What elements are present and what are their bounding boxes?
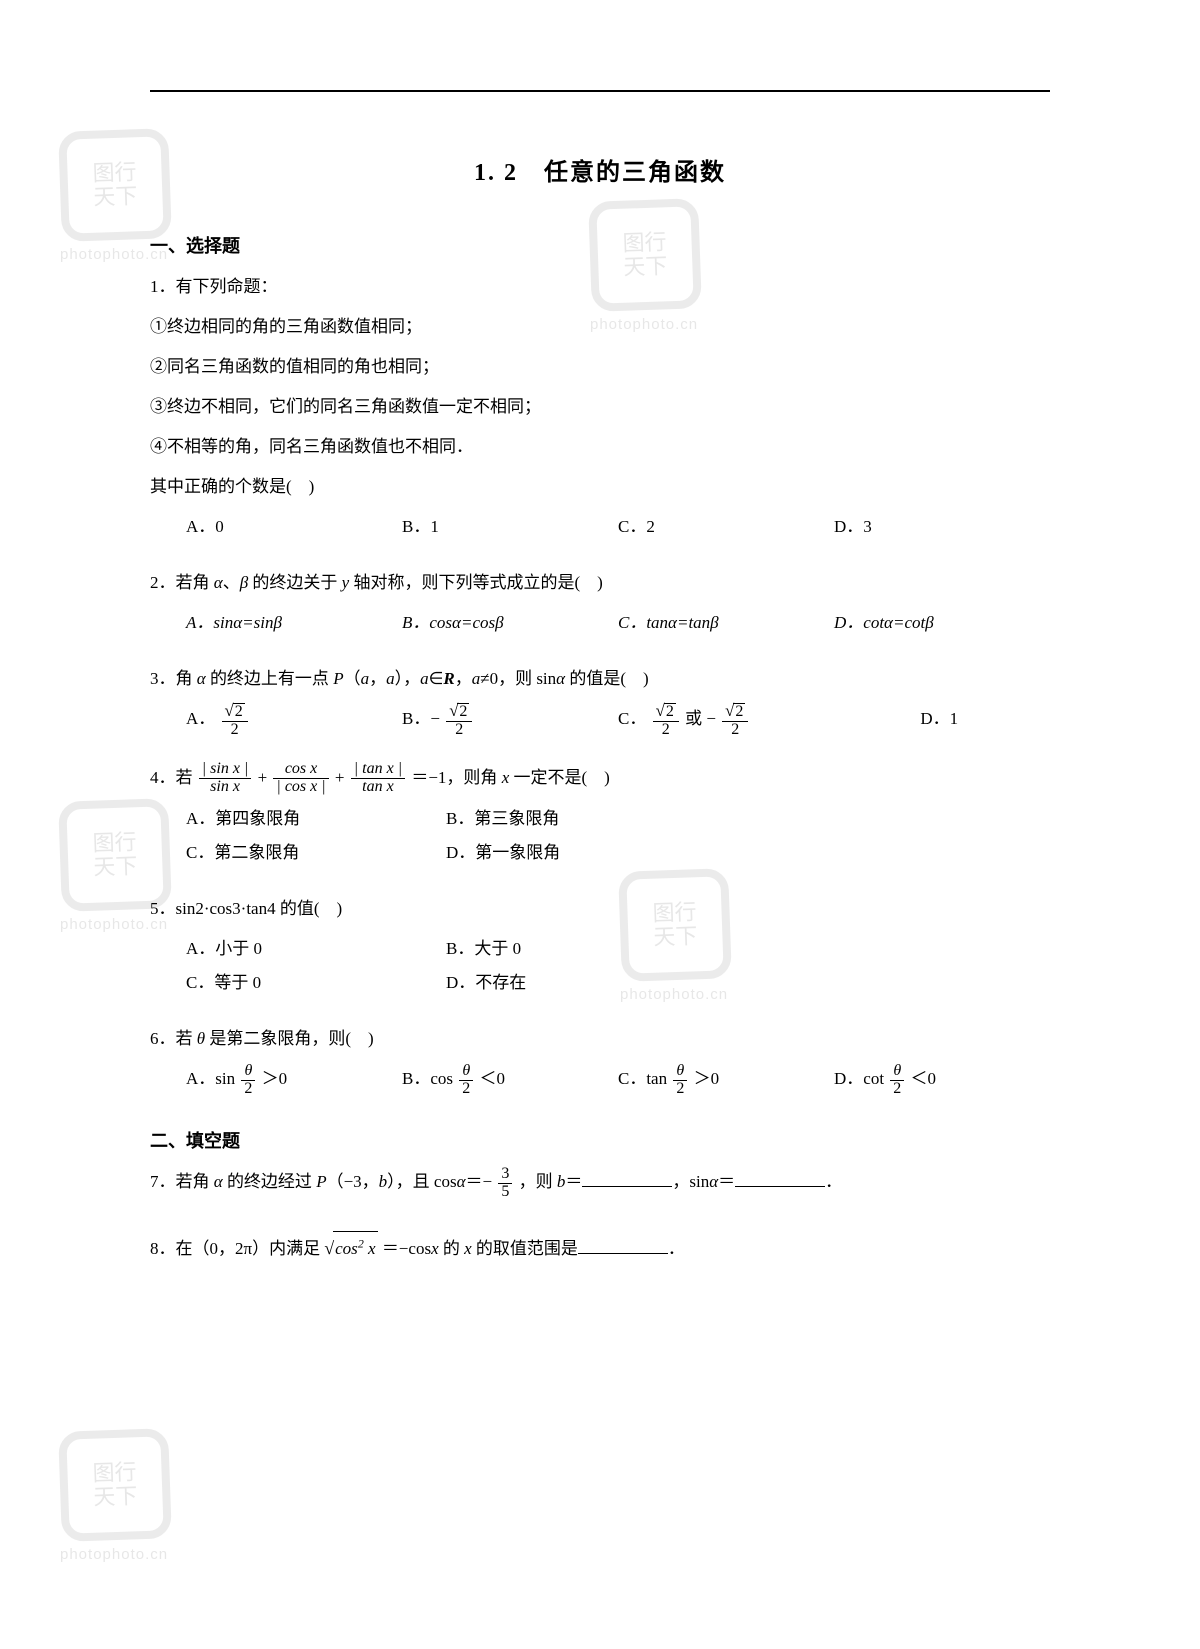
q5-options: A．小于 0 B．大于 0 C．等于 0 D．不存在: [150, 932, 1050, 1000]
q1-option-d: D．3: [834, 510, 1050, 544]
q2-option-b: B．cosα=cosβ: [402, 606, 618, 640]
q3-option-c: C． 22 或 − 22: [618, 702, 920, 739]
section-1-heading: 一、选择题: [150, 232, 1050, 258]
q3-option-b: B．− 22: [402, 702, 618, 739]
q5-option-c: C．等于 0: [186, 966, 446, 1000]
q4-stem: 4．若 | sin x |sin x + cos x| cos x | + | …: [150, 761, 1050, 796]
watermark: 图行天下 photophoto.cn: [60, 1430, 170, 1563]
q6-option-b: B．cos θ2 ＜0: [402, 1062, 618, 1097]
q2-option-a: A．sinα=sinβ: [186, 606, 402, 640]
q3-options: A． 22 B．− 22 C． 22 或 − 22 D．1: [150, 702, 1050, 739]
q1-tail: 其中正确的个数是( ): [150, 470, 1050, 504]
q1-stem: 1．有下列命题：: [150, 270, 1050, 304]
q4-option-c: C．第二象限角: [186, 836, 446, 870]
q1-option-c: C．2: [618, 510, 834, 544]
q1-option-a: A．0: [186, 510, 402, 544]
q5-option-b: B．大于 0: [446, 932, 706, 966]
question-3: 3．角 α 的终边上有一点 P（a，a），a∈R，a≠0，则 sinα 的值是(…: [150, 662, 1050, 739]
q6-options: A．sin θ2 ＞0 B．cos θ2 ＜0 C．tan θ2 ＞0 D．co…: [150, 1062, 1050, 1097]
q2-option-c: C．tanα=tanβ: [618, 606, 834, 640]
document-title: 1. 2 任意的三角函数: [150, 152, 1050, 187]
q8-blank: [578, 1237, 668, 1254]
question-7: 7．若角 α 的终边经过 P（−3，b），且 cosα＝− 35 ，则 b＝，s…: [150, 1165, 1050, 1200]
q5-option-d: D．不存在: [446, 966, 706, 1000]
q5-stem: 5．sin2·cos3·tan4 的值( ): [150, 892, 1050, 926]
q7-blank-2: [735, 1170, 825, 1187]
q1-prop4: ④不相等的角，同名三角函数值也不相同．: [150, 430, 1050, 464]
section-2-heading: 二、填空题: [150, 1127, 1050, 1153]
question-6: 6．若 θ 是第二象限角，则( ) A．sin θ2 ＞0 B．cos θ2 ＜…: [150, 1022, 1050, 1097]
question-2: 2．若角 α、β 的终边关于 y 轴对称，则下列等式成立的是( ) A．sinα…: [150, 566, 1050, 640]
q4-option-b: B．第三象限角: [446, 802, 706, 836]
q6-stem: 6．若 θ 是第二象限角，则( ): [150, 1022, 1050, 1056]
q2-option-d: D．cotα=cotβ: [834, 606, 1050, 640]
q6-option-d: D．cot θ2 ＜0: [834, 1062, 1050, 1097]
q8-stem: 8．在（0，2π）内满足 cos2 x ＝−cosx 的 x 的取值范围是．: [150, 1231, 1050, 1267]
page-content: 1. 2 任意的三角函数 一、选择题 1．有下列命题： ①终边相同的角的三角函数…: [150, 90, 1050, 1288]
q2-options: A．sinα=sinβ B．cosα=cosβ C．tanα=tanβ D．co…: [150, 606, 1050, 640]
question-5: 5．sin2·cos3·tan4 的值( ) A．小于 0 B．大于 0 C．等…: [150, 892, 1050, 1000]
q1-prop1: ①终边相同的角的三角函数值相同；: [150, 310, 1050, 344]
q6-option-a: A．sin θ2 ＞0: [186, 1062, 402, 1097]
q3-option-a: A． 22: [186, 702, 402, 739]
q3-option-d: D．1: [920, 702, 1050, 739]
q3-stem: 3．角 α 的终边上有一点 P（a，a），a∈R，a≠0，则 sinα 的值是(…: [150, 662, 1050, 696]
q7-stem: 7．若角 α 的终边经过 P（−3，b），且 cosα＝− 35 ，则 b＝，s…: [150, 1165, 1050, 1200]
q4-options: A．第四象限角 B．第三象限角 C．第二象限角 D．第一象限角: [150, 802, 1050, 870]
q1-prop2: ②同名三角函数的值相同的角也相同；: [150, 350, 1050, 384]
q1-options: A．0 B．1 C．2 D．3: [150, 510, 1050, 544]
q4-option-d: D．第一象限角: [446, 836, 706, 870]
q5-option-a: A．小于 0: [186, 932, 446, 966]
q1-option-b: B．1: [402, 510, 618, 544]
q7-blank-1: [582, 1170, 672, 1187]
question-8: 8．在（0，2π）内满足 cos2 x ＝−cosx 的 x 的取值范围是．: [150, 1231, 1050, 1267]
q6-option-c: C．tan θ2 ＞0: [618, 1062, 834, 1097]
question-4: 4．若 | sin x |sin x + cos x| cos x | + | …: [150, 761, 1050, 870]
q1-prop3: ③终边不相同，它们的同名三角函数值一定不相同；: [150, 390, 1050, 424]
q2-stem: 2．若角 α、β 的终边关于 y 轴对称，则下列等式成立的是( ): [150, 566, 1050, 600]
q4-option-a: A．第四象限角: [186, 802, 446, 836]
top-rule: [150, 90, 1050, 92]
question-1: 1．有下列命题： ①终边相同的角的三角函数值相同； ②同名三角函数的值相同的角也…: [150, 270, 1050, 544]
